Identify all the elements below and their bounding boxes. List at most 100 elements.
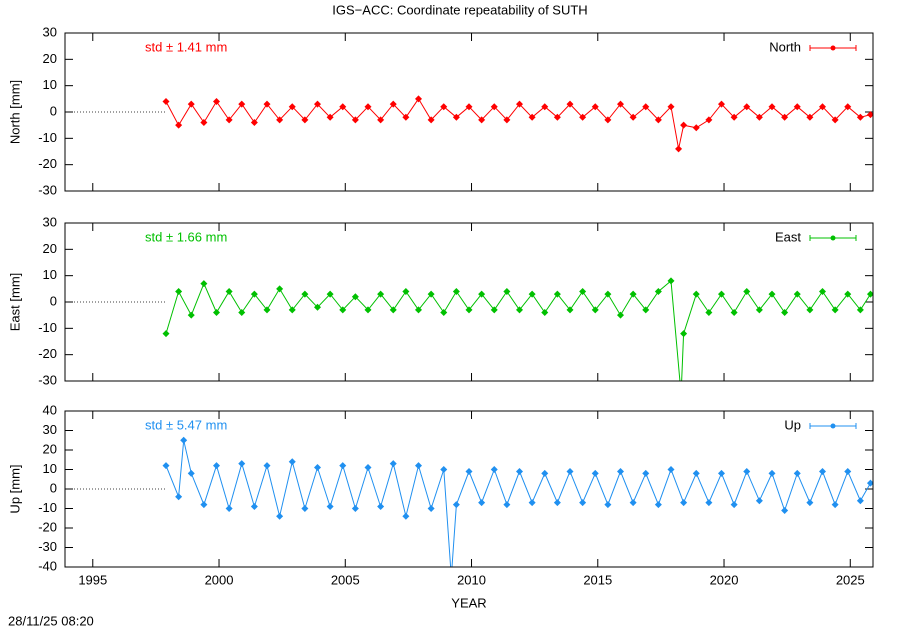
- data-point: [364, 306, 372, 314]
- y-tick-label: -20: [38, 519, 57, 534]
- annotation: std ± 1.66 mm: [145, 229, 227, 244]
- data-point: [276, 285, 284, 293]
- data-point: [654, 501, 662, 509]
- data-point: [263, 306, 271, 314]
- data-point: [213, 309, 220, 317]
- y-tick-label: -30: [38, 182, 57, 197]
- y-tick-label: 10: [43, 77, 57, 92]
- data-point: [667, 466, 675, 473]
- data-point: [793, 469, 801, 477]
- data-point: [364, 464, 372, 472]
- data-point: [162, 462, 170, 470]
- data-point: [617, 311, 624, 319]
- data-point: [238, 309, 246, 317]
- data-point: [187, 100, 195, 108]
- data-point: [339, 462, 347, 470]
- data-point: [288, 458, 296, 466]
- data-point: [516, 100, 523, 108]
- data-point: [377, 503, 385, 511]
- y-tick-label: -10: [38, 500, 57, 515]
- data-point: [238, 460, 246, 468]
- data-point: [200, 280, 208, 288]
- data-point: [844, 290, 852, 298]
- data-point: [452, 287, 460, 295]
- data-point: [730, 113, 738, 121]
- data-point: [718, 100, 725, 108]
- data-point: [806, 113, 814, 121]
- x-tick-label: 1995: [78, 572, 107, 587]
- data-point: [680, 499, 688, 507]
- data-point: [806, 499, 814, 507]
- y-axis-label: East [mm]: [7, 273, 22, 332]
- data-point: [162, 330, 170, 338]
- data-point: [866, 290, 873, 298]
- data-point: [516, 306, 523, 314]
- y-tick-label: 0: [50, 480, 57, 495]
- data-point: [427, 505, 435, 512]
- data-point: [465, 306, 473, 314]
- y-tick-label: 0: [50, 293, 57, 308]
- x-tick-label: 2005: [331, 572, 360, 587]
- data-point: [856, 306, 864, 314]
- data-point: [301, 116, 309, 124]
- y-tick-label: 20: [43, 241, 57, 256]
- data-point: [755, 497, 763, 505]
- data-point: [288, 306, 296, 314]
- data-point: [755, 113, 763, 121]
- data-point: [250, 119, 258, 127]
- data-point: [213, 462, 220, 470]
- data-point: [667, 277, 675, 285]
- data-point: [314, 464, 321, 472]
- data-point: [427, 290, 435, 298]
- data-point: [377, 290, 385, 298]
- data-point: [705, 309, 713, 317]
- data-point: [200, 119, 208, 127]
- data-point: [566, 306, 574, 314]
- data-point: [604, 501, 612, 509]
- data-point: [642, 306, 650, 314]
- y-tick-label: -30: [38, 539, 57, 554]
- data-point: [326, 113, 334, 121]
- legend-label: North: [769, 39, 801, 54]
- data-point: [225, 505, 233, 512]
- y-tick-label: 20: [43, 441, 57, 456]
- data-point: [440, 309, 448, 317]
- data-point: [866, 111, 873, 119]
- data-point: [528, 113, 536, 121]
- plot-frame: [64, 222, 874, 382]
- plot-area: [65, 95, 873, 153]
- data-point: [705, 116, 713, 124]
- data-point: [819, 103, 826, 111]
- data-point: [654, 287, 662, 295]
- data-point: [541, 469, 549, 477]
- annotation: std ± 1.41 mm: [145, 39, 227, 54]
- data-point: [705, 499, 713, 507]
- data-point: [288, 103, 296, 111]
- data-point: [351, 116, 359, 124]
- x-tick-label: 2025: [836, 572, 865, 587]
- chart-title: IGS−ACC: Coordinate repeatability of SUT…: [332, 2, 587, 17]
- data-point: [730, 501, 738, 509]
- data-point: [187, 311, 195, 319]
- data-point: [490, 466, 498, 473]
- data-point: [276, 116, 284, 124]
- data-point: [351, 293, 359, 301]
- x-tick-label: 2000: [205, 572, 234, 587]
- data-point: [680, 330, 688, 338]
- data-point: [604, 116, 612, 124]
- data-point: [604, 290, 612, 298]
- data-point: [541, 309, 549, 317]
- data-point: [718, 469, 725, 477]
- y-axis-label: Up [mm]: [7, 464, 22, 513]
- data-point: [768, 469, 776, 477]
- y-tick-label: 30: [43, 24, 57, 39]
- data-point: [692, 124, 700, 132]
- data-point: [692, 469, 700, 477]
- timestamp: 28/11/25 08:20: [8, 613, 94, 628]
- data-point: [856, 497, 864, 505]
- data-point: [654, 116, 662, 124]
- y-tick-label: -30: [38, 372, 57, 387]
- data-point: [175, 287, 183, 295]
- y-tick-label: 40: [43, 402, 57, 417]
- data-point: [866, 479, 873, 487]
